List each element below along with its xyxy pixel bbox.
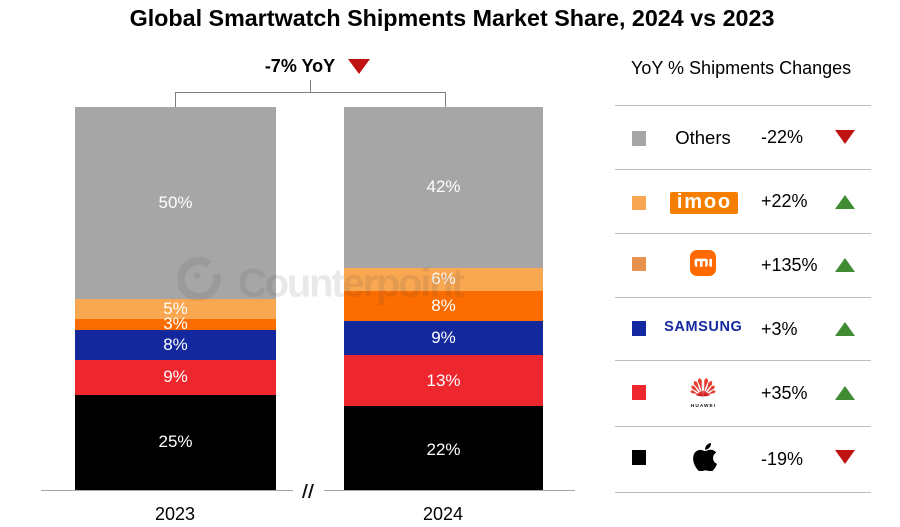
- svg-text:Counterpoint: Counterpoint: [238, 262, 465, 306]
- svg-text:HUAWEI: HUAWEI: [691, 402, 716, 407]
